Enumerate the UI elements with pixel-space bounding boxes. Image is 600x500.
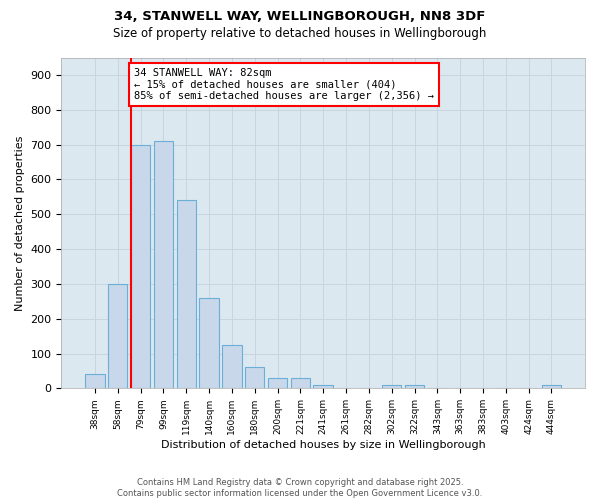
Bar xyxy=(542,385,561,388)
Bar xyxy=(290,378,310,388)
Bar xyxy=(245,368,265,388)
Bar xyxy=(222,345,242,389)
X-axis label: Distribution of detached houses by size in Wellingborough: Distribution of detached houses by size … xyxy=(161,440,485,450)
Bar xyxy=(382,385,401,388)
Bar xyxy=(199,298,219,388)
Bar xyxy=(176,200,196,388)
Bar xyxy=(154,141,173,388)
Bar xyxy=(268,378,287,388)
Y-axis label: Number of detached properties: Number of detached properties xyxy=(15,135,25,310)
Bar xyxy=(131,144,150,388)
Bar xyxy=(85,374,104,388)
Bar xyxy=(313,385,333,388)
Text: Contains HM Land Registry data © Crown copyright and database right 2025.
Contai: Contains HM Land Registry data © Crown c… xyxy=(118,478,482,498)
Bar xyxy=(405,385,424,388)
Text: 34, STANWELL WAY, WELLINGBOROUGH, NN8 3DF: 34, STANWELL WAY, WELLINGBOROUGH, NN8 3D… xyxy=(115,10,485,23)
Text: 34 STANWELL WAY: 82sqm
← 15% of detached houses are smaller (404)
85% of semi-de: 34 STANWELL WAY: 82sqm ← 15% of detached… xyxy=(134,68,434,101)
Bar xyxy=(108,284,127,389)
Text: Size of property relative to detached houses in Wellingborough: Size of property relative to detached ho… xyxy=(113,28,487,40)
